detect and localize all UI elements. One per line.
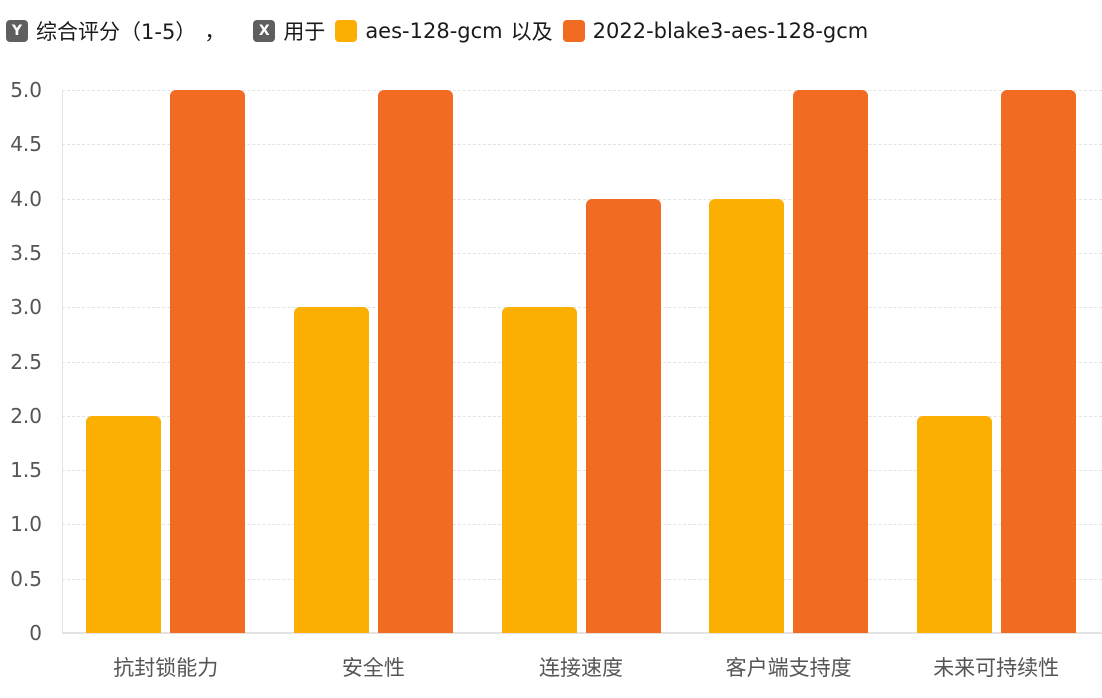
y-tick-label: 2.0 xyxy=(10,403,42,428)
gridline xyxy=(62,578,1102,580)
bar-series-a[interactable] xyxy=(293,307,369,633)
y-tick-label: 3.5 xyxy=(10,240,42,265)
bar-series-b[interactable] xyxy=(170,90,246,633)
gridline xyxy=(62,252,1102,254)
legend-swatch-series-b xyxy=(562,20,585,42)
legend-series-b[interactable]: 2022-blake3-aes-128-gcm xyxy=(592,19,869,43)
bar-series-a[interactable] xyxy=(916,415,992,633)
gridline xyxy=(62,415,1102,417)
bar-series-a[interactable] xyxy=(709,198,785,633)
bar-series-b[interactable] xyxy=(377,90,453,633)
gridline xyxy=(62,144,1102,146)
bar-series-b[interactable] xyxy=(793,90,869,633)
y-tick-label: 1.0 xyxy=(10,512,42,537)
chart-legend: Y 综合评分（1-5） ， X 用于 aes-128-gcm 以及 2022-b… xyxy=(6,16,876,46)
y-tick-label: 0 xyxy=(29,621,42,645)
x-axis-label: 用于 xyxy=(283,20,326,44)
gridline xyxy=(62,524,1102,526)
x-tick-label: 抗封锁能力 xyxy=(113,656,219,680)
gridline xyxy=(62,470,1102,472)
y-axis-badge-icon: Y xyxy=(6,20,28,42)
gridline xyxy=(62,307,1102,309)
x-axis-badge-icon: X xyxy=(253,20,276,42)
x-tick-label: 连接速度 xyxy=(539,656,623,680)
bar-series-a[interactable] xyxy=(86,415,162,633)
y-axis-label: 综合评分（1-5） xyxy=(36,20,197,44)
y-tick-label: 4.5 xyxy=(10,132,42,157)
legend-separator: ， xyxy=(204,20,226,44)
legend-series-a[interactable]: aes-128-gcm xyxy=(365,19,503,43)
x-tick-label: 客户端支持度 xyxy=(725,656,852,680)
gridline xyxy=(62,198,1102,200)
gridline xyxy=(62,90,1102,91)
bar-series-b[interactable] xyxy=(585,198,661,633)
legend-swatch-series-a xyxy=(335,20,358,42)
bar-series-a[interactable] xyxy=(501,307,577,633)
y-tick-label: 0.5 xyxy=(10,566,42,591)
x-tick-label: 未来可持续性 xyxy=(933,656,1060,680)
y-tick-label: 4.0 xyxy=(10,186,42,211)
legend-joiner: 以及 xyxy=(510,20,553,44)
y-tick-label: 1.5 xyxy=(10,458,42,483)
bar-series-b[interactable] xyxy=(1000,90,1076,633)
gridline xyxy=(62,361,1102,363)
y-tick-label: 2.5 xyxy=(10,349,42,374)
y-tick-label: 3.0 xyxy=(10,295,42,320)
y-tick-label: 5.0 xyxy=(10,78,42,102)
x-tick-label: 安全性 xyxy=(341,656,405,680)
x-axis-line xyxy=(62,632,1102,634)
